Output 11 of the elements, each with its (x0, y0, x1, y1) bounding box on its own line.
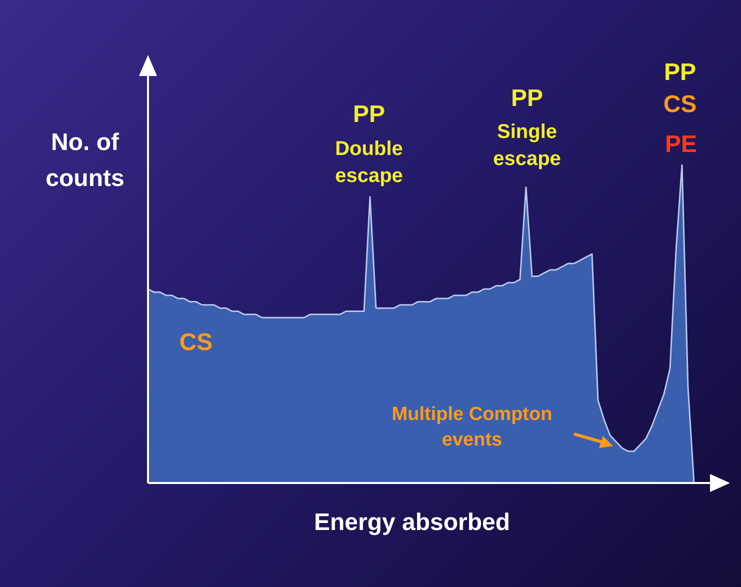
text: PP (510, 85, 544, 112)
annotation: CS (179, 329, 213, 356)
annotation: Multiple Compton events (392, 404, 552, 451)
annotation: Double escape (335, 138, 403, 187)
text: PE (664, 131, 698, 158)
text: PP (664, 59, 696, 86)
text: CS (663, 91, 697, 118)
annotation: Single escape (493, 121, 561, 170)
text: PP (352, 101, 386, 128)
x-axis-title: Energy absorbed (314, 509, 510, 536)
y-axis-title: No. of counts (46, 129, 124, 192)
